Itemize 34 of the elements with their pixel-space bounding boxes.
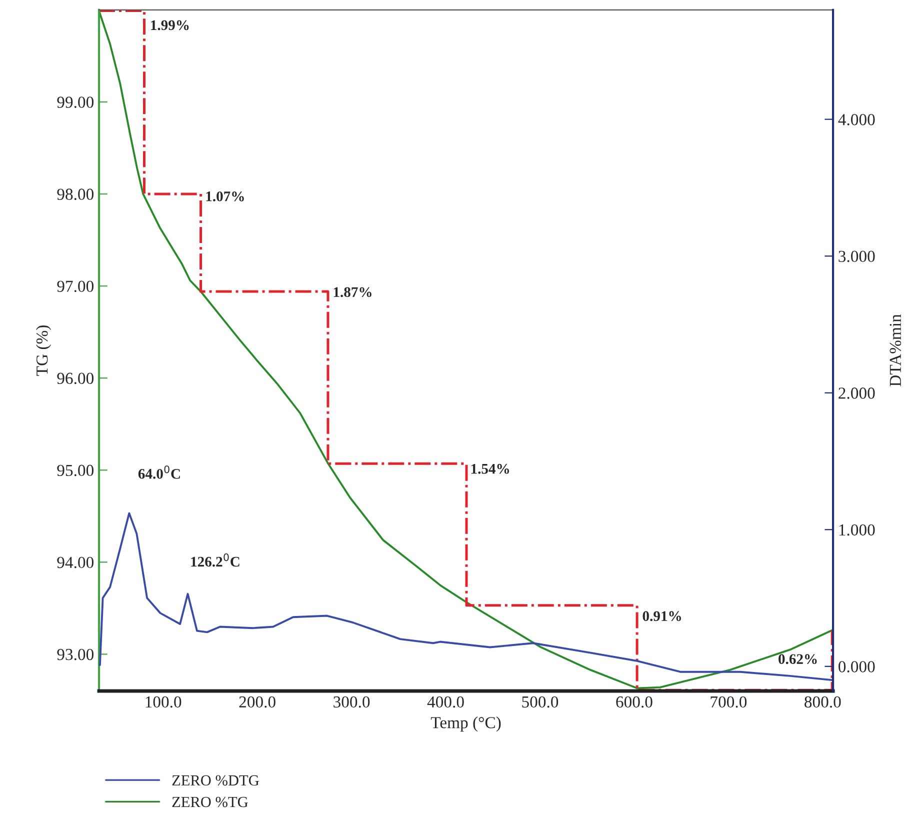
x-tick-label: 800.0 [804, 696, 841, 708]
x-tick-label: 300.0 [334, 696, 370, 708]
x-tick-label: 600.0 [616, 696, 652, 708]
y2-tick-label: 4.000 [838, 114, 875, 126]
y-tick-label: 98.00 [57, 188, 94, 200]
annotation: 0.91% [642, 611, 681, 622]
annotation: 0.62% [778, 654, 817, 664]
annotation: 64.0$^{0}$C [138, 465, 180, 479]
annotation: 1.54% [471, 464, 510, 474]
annotation: 126.2$^{0}$C [191, 553, 240, 567]
y-tick-label: 97.00 [57, 280, 94, 292]
x-tick-label: 100.0 [146, 696, 182, 708]
annotation: 1.99% [151, 20, 189, 30]
y2-tick-label: 0.000 [838, 661, 875, 672]
x-tick-label: 200.0 [239, 696, 276, 708]
y-tick-label: 99.00 [57, 96, 94, 108]
y2-tick-label: 1.000 [839, 524, 875, 536]
annotation: 1.07% [206, 191, 244, 202]
annotation: 1.87% [334, 287, 372, 298]
y-tick-label: 93.00 [57, 648, 94, 660]
x-axis-title: Temp (°C) [430, 716, 501, 732]
y-tick-label: 96.00 [57, 372, 94, 384]
x-tick-label: 700.0 [710, 696, 747, 708]
legend-label: ZERO %DTG [172, 775, 259, 786]
y-tick-label: 95.00 [57, 464, 94, 476]
y2-axis-title: DTA%min [890, 314, 902, 386]
y-tick-label: 94.00 [57, 556, 94, 568]
x-tick-label: 500.0 [522, 696, 558, 708]
y2-tick-label: 2.000 [838, 388, 875, 399]
x-tick-label: 400.0 [427, 696, 464, 708]
line-series [99, 512, 834, 682]
y-axis-title: TG (%) [36, 325, 52, 376]
y2-tick-label: 3.000 [838, 250, 875, 262]
legend-label: ZERO %TG [172, 796, 248, 808]
